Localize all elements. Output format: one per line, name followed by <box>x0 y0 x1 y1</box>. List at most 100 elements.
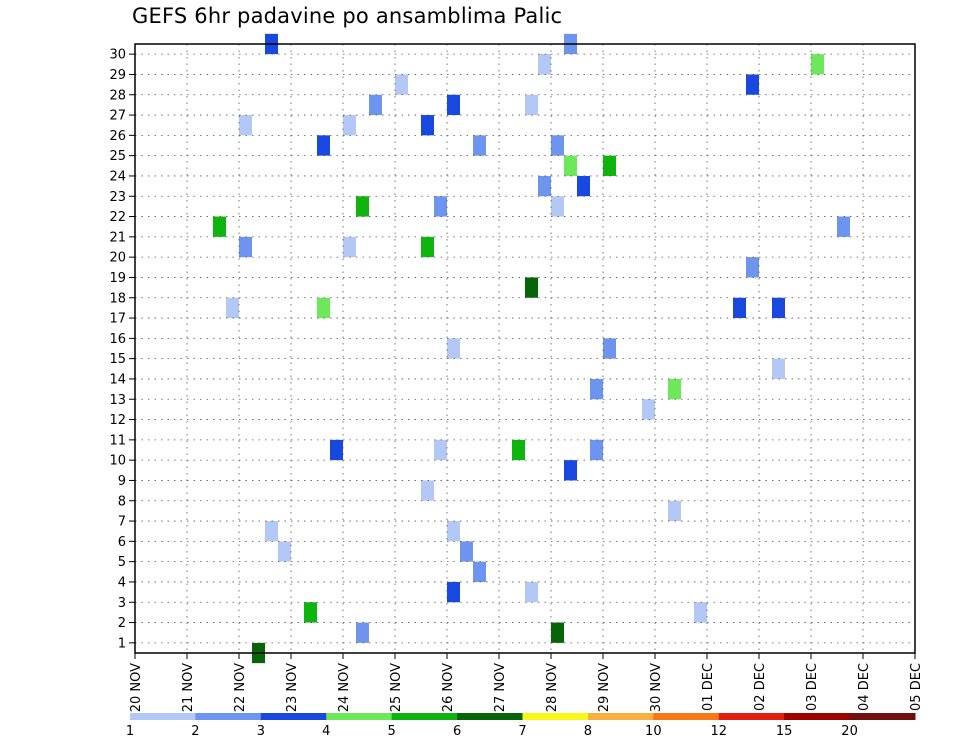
heatmap-cell <box>473 561 486 582</box>
heatmap-cell <box>577 175 590 197</box>
heatmap-cell <box>525 581 538 603</box>
heatmap-cell <box>447 521 460 542</box>
x-tick-label: 22 NOV <box>233 663 248 712</box>
heatmap-cell <box>733 297 746 319</box>
heatmap-cell <box>434 196 447 217</box>
y-tick-label: 2 <box>118 616 126 631</box>
y-tick-label: 19 <box>109 271 126 286</box>
heatmap-cell <box>421 115 434 136</box>
legend-swatch <box>130 713 196 720</box>
x-tick-label: 01 DEC <box>701 663 716 711</box>
legend-swatch <box>195 713 262 720</box>
legend-swatch <box>457 713 523 720</box>
legend-swatch <box>718 713 785 720</box>
x-tick-label: 30 NOV <box>649 663 664 712</box>
x-tick-label: 25 NOV <box>389 663 404 712</box>
heatmap-cell <box>642 399 655 420</box>
heatmap-cell <box>668 378 681 400</box>
heatmap-cell <box>356 196 369 217</box>
heatmap-cell <box>356 622 369 643</box>
heatmap-cell <box>395 74 408 95</box>
y-tick-label: 10 <box>109 454 126 469</box>
heatmap-cell <box>460 541 473 562</box>
y-tick-label: 23 <box>109 190 126 205</box>
y-tick-label: 1 <box>118 636 126 651</box>
heatmap-cell <box>278 541 291 562</box>
legend-swatch <box>849 713 916 720</box>
x-tick-label: 05 DEC <box>909 663 924 711</box>
heatmap-cell <box>317 297 330 319</box>
y-tick-label: 14 <box>109 372 126 387</box>
legend-swatch <box>326 713 393 720</box>
legend-swatch <box>260 713 327 720</box>
heatmap-cell <box>512 439 525 461</box>
y-tick-label: 20 <box>109 251 126 266</box>
y-tick-label: 15 <box>109 352 126 367</box>
heatmap-cell <box>590 378 603 400</box>
y-tick-label: 28 <box>109 88 126 103</box>
y-tick-label: 6 <box>118 535 126 550</box>
heatmap-cell <box>564 155 577 176</box>
x-axis: 20 NOV 21 NOV 22 NOV 23 NOV 24 NOV 25 NOV 26 N… <box>129 653 924 712</box>
heatmap-cell <box>837 216 850 237</box>
x-tick-label: 28 NOV <box>545 663 560 712</box>
heatmap-cell <box>434 439 447 461</box>
legend-label: 1 <box>126 724 134 739</box>
heatmap-cell <box>447 94 460 116</box>
heatmap-cell <box>551 622 564 643</box>
y-tick-label: 11 <box>109 433 126 448</box>
x-tick-label: 20 NOV <box>129 663 144 712</box>
heatmap-cell <box>746 74 759 95</box>
legend-swatch <box>784 713 851 720</box>
heatmap-cell <box>239 115 252 136</box>
y-tick-label: 24 <box>109 169 126 184</box>
heatmap-cell <box>447 581 460 603</box>
legend-label: 8 <box>584 724 592 739</box>
x-tick-label: 24 NOV <box>337 663 352 712</box>
legend-label: 6 <box>453 724 461 739</box>
grid-lines <box>135 44 915 653</box>
heatmap-cell <box>603 338 616 359</box>
heatmap-cell <box>447 338 460 359</box>
y-tick-label: 17 <box>109 312 126 327</box>
heatmap-cell <box>304 602 317 623</box>
y-tick-label: 7 <box>118 515 126 530</box>
heatmap-cell <box>317 135 330 156</box>
y-tick-label: 26 <box>109 129 126 144</box>
legend-label: 20 <box>841 724 858 739</box>
legend-label: 12 <box>710 724 727 739</box>
color-legend: 1 2 3 4 5 6 7 8 10 12 15 20 <box>126 713 916 739</box>
chart-title: GEFS 6hr padavine po ansamblima Palic <box>132 4 563 28</box>
x-tick-label: 03 DEC <box>805 663 820 711</box>
heatmap-cell <box>265 521 278 542</box>
heatmap-cell <box>343 115 356 136</box>
y-tick-label: 18 <box>109 291 126 306</box>
heatmap-cell <box>551 196 564 217</box>
y-axis: 1234567891011121314151617181920212223242… <box>109 48 135 651</box>
x-tick-label: 02 DEC <box>753 663 768 711</box>
x-tick-label: 29 NOV <box>597 663 612 712</box>
heatmap-cell <box>421 480 434 501</box>
heatmap-cell <box>538 175 551 197</box>
heatmap-cell <box>525 94 538 116</box>
heatmap-cell <box>811 54 824 75</box>
heatmap-cell <box>421 236 434 258</box>
y-tick-label: 4 <box>118 575 126 590</box>
y-tick-label: 5 <box>118 555 126 570</box>
heatmap-cell <box>473 135 486 156</box>
heatmap-cell <box>330 439 343 461</box>
y-tick-label: 16 <box>109 332 126 347</box>
x-tick-label: 04 DEC <box>857 663 872 711</box>
heatmap-cell <box>564 460 577 481</box>
legend-label: 4 <box>322 724 330 739</box>
x-tick-label: 26 NOV <box>441 663 456 712</box>
y-tick-label: 12 <box>109 413 126 428</box>
heatmap-cells <box>213 33 850 664</box>
heatmap-cell <box>668 500 681 522</box>
y-tick-label: 3 <box>118 596 126 611</box>
x-tick-label: 27 NOV <box>493 663 508 712</box>
legend-swatch <box>522 713 589 720</box>
heatmap-cell <box>213 216 226 237</box>
legend-swatch <box>653 713 720 720</box>
